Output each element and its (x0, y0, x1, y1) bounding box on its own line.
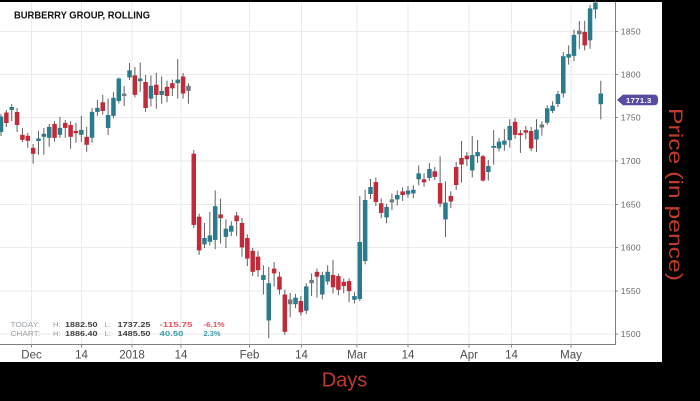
svg-text:1800: 1800 (621, 69, 641, 79)
svg-text:1737.25: 1737.25 (118, 320, 152, 329)
svg-text:Mar: Mar (347, 350, 367, 362)
svg-text:May: May (560, 350, 582, 362)
svg-text:1600: 1600 (621, 242, 641, 252)
svg-text:1650: 1650 (621, 199, 641, 209)
svg-text:14: 14 (75, 350, 88, 362)
svg-text:TODAY:: TODAY: (11, 320, 41, 329)
svg-text:1882.50: 1882.50 (65, 320, 98, 329)
svg-text:CHART:: CHART: (11, 329, 41, 338)
svg-text:1700: 1700 (621, 156, 641, 166)
svg-text:40.50: 40.50 (160, 329, 184, 338)
svg-text:1500: 1500 (621, 329, 641, 339)
svg-text:1750: 1750 (621, 112, 641, 122)
svg-text:14: 14 (505, 350, 518, 362)
svg-text:BURBERRY GROUP, ROLLING: BURBERRY GROUP, ROLLING (14, 10, 150, 22)
svg-text:1550: 1550 (621, 286, 641, 296)
svg-text:L:: L: (105, 329, 111, 338)
svg-text:H:: H: (53, 329, 61, 338)
svg-text:Feb: Feb (240, 350, 260, 362)
svg-text:Dec: Dec (21, 350, 42, 362)
svg-text:14: 14 (175, 350, 188, 362)
svg-text:Apr: Apr (460, 350, 478, 362)
svg-text:2.3%: 2.3% (204, 329, 221, 338)
svg-text:1886.40: 1886.40 (65, 329, 98, 338)
svg-text:14: 14 (402, 350, 415, 362)
svg-text:1850: 1850 (621, 26, 641, 36)
svg-text:1771.3: 1771.3 (626, 96, 652, 105)
svg-text:L:: L: (105, 320, 111, 329)
svg-text:2018: 2018 (119, 350, 145, 362)
svg-text:H:: H: (53, 320, 61, 329)
svg-text:-115.75: -115.75 (160, 320, 194, 329)
svg-text:1485.50: 1485.50 (118, 329, 151, 338)
svg-text:Price (in pence): Price (in pence) (664, 108, 686, 281)
svg-text:14: 14 (295, 350, 308, 362)
svg-text:Days: Days (322, 370, 368, 392)
svg-text:-6.1%: -6.1% (204, 320, 225, 329)
